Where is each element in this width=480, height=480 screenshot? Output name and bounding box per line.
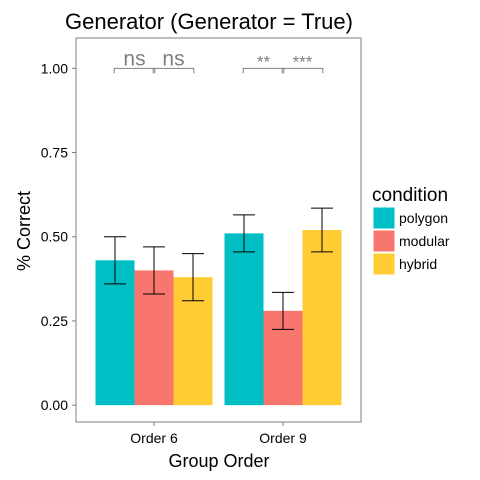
- bar-polygon-order-9: [224, 233, 264, 406]
- y-tick-label: 1.00: [41, 60, 68, 76]
- error-bars-group: [104, 207, 333, 330]
- chart-title: Generator (Generator = True): [65, 9, 353, 34]
- significance-label: ***: [293, 52, 313, 71]
- significance-bracket: [113, 67, 156, 74]
- y-tick-label: 0.25: [41, 313, 68, 329]
- bar-hybrid-order-9: [302, 230, 342, 406]
- bar-polygon-order-6: [95, 260, 135, 406]
- x-axis-title: Group Order: [168, 451, 269, 471]
- legend-swatch-modular: [372, 229, 396, 253]
- significance-label: ns: [123, 47, 145, 70]
- legend-label-modular: modular: [399, 233, 450, 249]
- legend-swatch-hybrid: [372, 252, 396, 276]
- significance-bracket: [281, 67, 324, 74]
- legend-title: condition: [372, 185, 448, 206]
- x-axis: Order 6 Order 9: [130, 422, 307, 446]
- significance-bracket: [242, 67, 285, 74]
- legend: condition polygon modular hybrid: [372, 185, 450, 276]
- x-tick-label: Order 6: [130, 430, 178, 446]
- legend-label-polygon: polygon: [399, 210, 448, 226]
- significance-label: **: [257, 52, 271, 71]
- legend-swatch-polygon: [372, 206, 396, 230]
- y-tick-label: 0.50: [41, 229, 68, 245]
- y-tick-label: 0.00: [41, 397, 68, 413]
- x-tick-label: Order 9: [259, 430, 307, 446]
- significance-bracket: [152, 67, 195, 74]
- legend-label-hybrid: hybrid: [399, 256, 437, 272]
- y-tick-label: 0.75: [41, 145, 68, 161]
- significance-group: ns ns ** ***: [113, 47, 324, 74]
- y-axis-title: % Correct: [14, 191, 34, 271]
- y-axis: 0.00 0.25 0.50 0.75 1.00: [41, 60, 76, 413]
- significance-label: ns: [162, 47, 184, 70]
